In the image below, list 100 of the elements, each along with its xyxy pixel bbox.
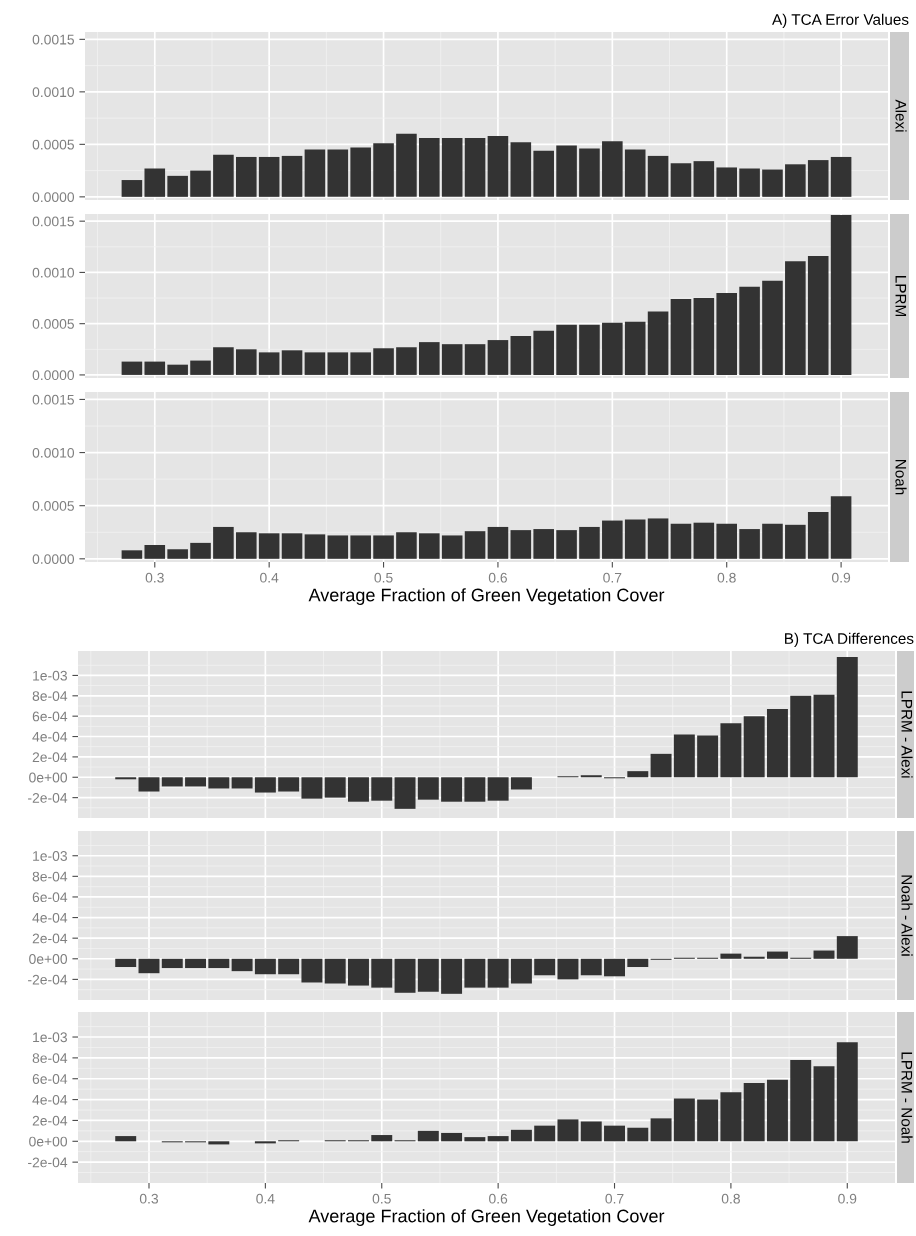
bar — [464, 777, 486, 802]
bar — [766, 1079, 788, 1142]
y-tick-label: 8e-04 — [32, 691, 68, 701]
bar — [373, 143, 394, 197]
bar — [579, 526, 600, 559]
bar — [348, 958, 369, 986]
bar — [394, 777, 416, 809]
bar — [693, 161, 715, 197]
bar — [627, 1127, 649, 1142]
bar — [167, 364, 188, 375]
y-tick-label: 0.0010 — [32, 87, 75, 98]
bar — [464, 344, 486, 375]
y-tick-label: -2e-04 — [28, 1157, 68, 1168]
bar — [208, 1141, 230, 1145]
text: Noah - Alexi — [901, 875, 913, 956]
bar — [720, 723, 742, 778]
bar — [115, 958, 137, 968]
bar — [557, 1119, 579, 1142]
bar — [144, 545, 166, 559]
y-tick-label: 1e-03 — [33, 670, 67, 681]
x-tick-label: 0.3 — [139, 1193, 159, 1204]
bar — [602, 141, 623, 197]
y-tick-label: -2e-04 — [28, 792, 68, 803]
bar — [534, 958, 556, 976]
bar — [510, 1129, 532, 1142]
y-tick-label: 6e-04 — [32, 892, 68, 903]
y-tick-label: 0.0005 — [32, 139, 75, 150]
x-tick-label: 0.4 — [260, 572, 279, 583]
y-tick-label: 2e-04 — [32, 752, 68, 763]
bar — [464, 1137, 486, 1142]
bar — [785, 164, 806, 197]
bar — [254, 1141, 276, 1144]
bar — [693, 298, 715, 375]
bar — [167, 175, 188, 197]
bar — [441, 138, 463, 197]
x-axis-title: Average Fraction of Green Vegetation Cover — [308, 588, 665, 605]
bar — [624, 149, 646, 197]
bar — [281, 155, 303, 197]
bar — [762, 169, 783, 197]
bar — [790, 695, 812, 778]
bar — [371, 777, 393, 801]
bar — [121, 361, 143, 375]
bar — [673, 734, 695, 778]
chart-title: A) TCA Error Values — [772, 13, 909, 28]
bar — [258, 156, 280, 197]
bar — [647, 311, 669, 375]
bar — [419, 342, 440, 375]
bar — [627, 771, 649, 778]
y-tick-label: 8e-04 — [32, 1053, 68, 1064]
bar — [371, 958, 393, 988]
text: LPRM — [895, 276, 907, 316]
bar — [766, 709, 788, 778]
bar — [304, 534, 326, 559]
bar — [190, 360, 211, 375]
bar — [762, 280, 783, 375]
y-tick-label: 0.0010 — [32, 267, 75, 278]
bar — [533, 150, 554, 197]
bar — [371, 1135, 393, 1142]
x-tick-label: 0.6 — [488, 572, 507, 583]
bar — [254, 777, 276, 793]
bar — [161, 958, 183, 969]
bar — [650, 1118, 672, 1142]
bar — [304, 149, 326, 197]
y-tick-label: 4e-04 — [32, 912, 68, 923]
bar — [743, 716, 765, 778]
bar — [602, 322, 623, 375]
y-tick-label: 4e-04 — [32, 731, 68, 742]
bar — [510, 142, 532, 197]
bar — [350, 147, 371, 197]
y-tick-label: 0.0005 — [32, 501, 75, 511]
bar — [373, 535, 394, 559]
bar — [138, 777, 160, 792]
bar — [348, 777, 369, 802]
y-tick-label: 0.0000 — [32, 554, 75, 564]
bar — [396, 347, 417, 375]
bar — [304, 352, 326, 375]
bar — [185, 958, 207, 969]
bar — [739, 168, 760, 197]
bar — [278, 958, 300, 975]
bar — [813, 1066, 835, 1142]
bar — [580, 775, 602, 778]
bar — [487, 526, 509, 559]
bar — [807, 256, 829, 375]
bar — [441, 535, 463, 559]
bar — [281, 533, 303, 559]
bar — [720, 1092, 742, 1142]
bar — [350, 352, 371, 375]
x-tick-label: 0.9 — [838, 1193, 857, 1204]
bar — [278, 777, 300, 792]
bar — [121, 180, 143, 197]
bar — [836, 1042, 858, 1142]
bar — [138, 958, 160, 974]
y-tick-label: 2e-04 — [32, 933, 68, 944]
bar — [350, 535, 371, 559]
bar — [213, 154, 234, 197]
bar — [213, 347, 234, 375]
bar — [464, 958, 486, 988]
x-tick-label: 0.8 — [721, 1193, 740, 1204]
bar — [373, 348, 394, 375]
x-tick-label: 0.9 — [831, 572, 851, 583]
